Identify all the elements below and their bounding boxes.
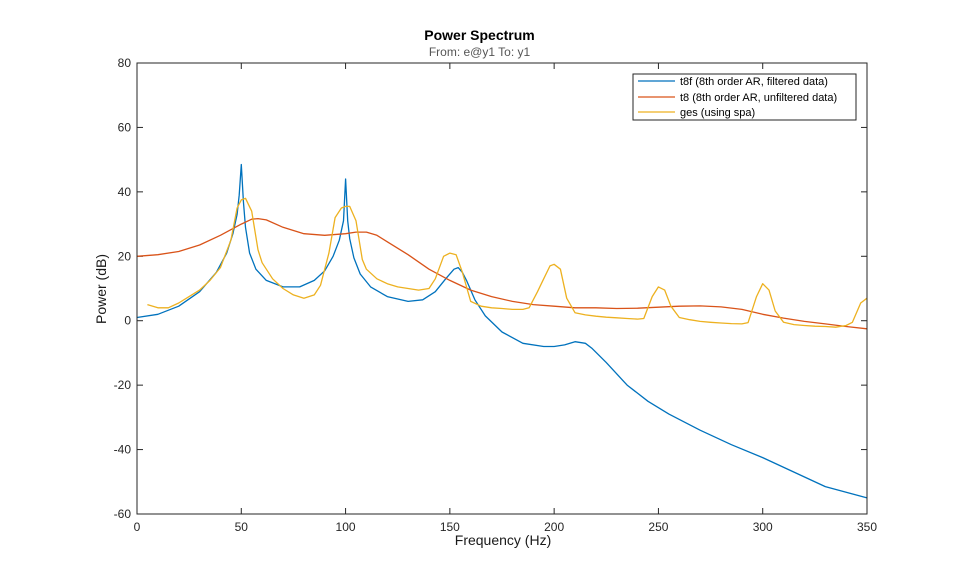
x-tick-label: 200 xyxy=(544,520,564,534)
series-line-ges xyxy=(147,197,868,328)
y-tick-label: -40 xyxy=(114,443,132,457)
legend-label-t8f: t8f (8th order AR, filtered data) xyxy=(680,76,828,88)
y-axis-label: Power (dB) xyxy=(93,253,109,325)
chart-title: Power Spectrum xyxy=(424,27,535,43)
x-tick-label: 300 xyxy=(753,520,773,534)
axes-box xyxy=(136,62,868,515)
tick-labels: 0 50 100 150 200 250 300 350 -60 -40 -20 0 20 40 60 80 xyxy=(114,56,878,534)
y-tick-label: 80 xyxy=(118,56,132,70)
x-tick-label: 100 xyxy=(336,520,356,534)
x-tick-label: 50 xyxy=(235,520,249,534)
y-tick-label: -60 xyxy=(114,507,132,521)
series-line-t8f xyxy=(136,163,868,499)
y-tick-label: 40 xyxy=(118,185,132,199)
x-tick-label: 0 xyxy=(134,520,141,534)
x-tick-label: 150 xyxy=(440,520,460,534)
chart-subtitle: From: e@y1 To: y1 xyxy=(428,45,531,59)
axes-background xyxy=(137,63,867,514)
x-tick-label: 350 xyxy=(857,520,877,534)
series-line-t8 xyxy=(136,217,868,330)
y-tick-label: 0 xyxy=(124,314,131,328)
x-tick-label: 250 xyxy=(648,520,668,534)
series-lines xyxy=(136,163,868,499)
legend-label-t8: t8 (8th order AR, unfiltered data) xyxy=(680,92,837,104)
y-tick-label: 20 xyxy=(118,249,132,263)
x-axis-label: Frequency (Hz) xyxy=(454,532,552,548)
y-tick-label: 60 xyxy=(118,120,132,134)
y-tick-label: -20 xyxy=(114,378,132,392)
legend[interactable]: t8f (8th order AR, filtered data) t8 (8t… xyxy=(632,73,857,121)
legend-label-ges: ges (using spa) xyxy=(680,107,755,119)
